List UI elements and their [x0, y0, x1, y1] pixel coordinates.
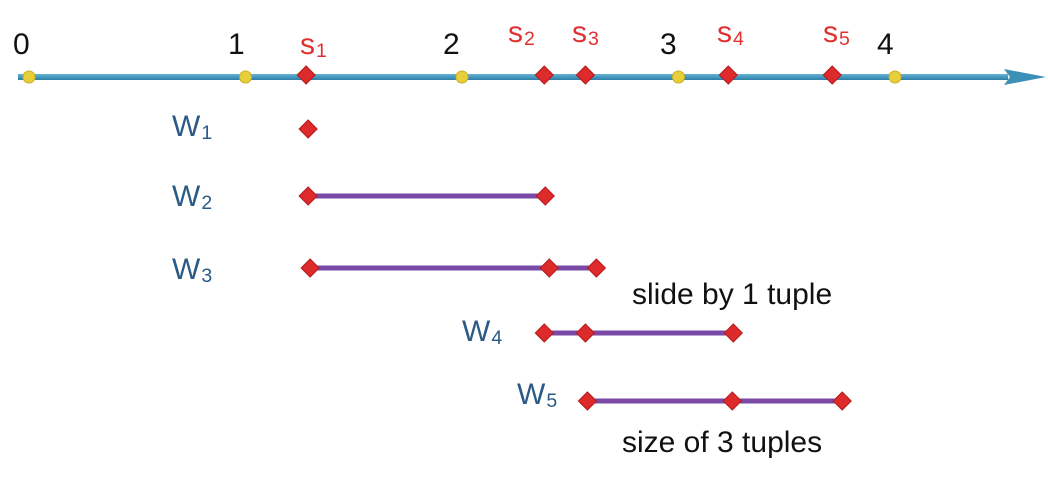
window-tuple-marker [535, 186, 555, 206]
time-axis [18, 65, 1046, 85]
tuple-label: s5 [823, 16, 850, 50]
window-tuple-marker [577, 391, 598, 411]
size-annotation: size of 3 tuples [622, 426, 823, 459]
axis-tuple-marker [296, 65, 316, 85]
window-tuple-marker [586, 258, 607, 278]
window-label: W3 [172, 253, 213, 287]
tuple-label: s4 [717, 16, 744, 50]
windows [298, 119, 852, 411]
window-tuple-marker [298, 186, 318, 206]
window-label: W4 [462, 315, 503, 349]
window-tuple-marker [539, 258, 559, 278]
axis-tick-label: 4 [877, 28, 894, 61]
window-label: W2 [172, 180, 213, 214]
axis-tick-dot [672, 70, 685, 84]
axis-tick-dot [455, 70, 469, 84]
axis-tick-label: 1 [228, 28, 245, 61]
axis-tick-label: 0 [13, 28, 30, 61]
axis-line [18, 74, 1008, 80]
window-label: W1 [172, 110, 213, 144]
axis-tick-dot [888, 70, 902, 84]
axis-tuple-marker [534, 65, 554, 85]
window-tuple-marker [832, 391, 852, 411]
axis-tick-dot [22, 70, 36, 84]
axis-tick-label: 3 [660, 28, 677, 61]
axis-tuple-marker [575, 65, 596, 85]
axis-tick-label: 2 [443, 28, 460, 61]
window-tuple-marker [723, 323, 744, 343]
tuple-label: s1 [300, 28, 327, 62]
window-tuple-marker [575, 323, 596, 343]
axis-tuple-marker [718, 65, 739, 85]
window-tuple-marker [300, 258, 320, 278]
window-label: W5 [517, 378, 558, 412]
axis-arrowhead [1004, 69, 1046, 85]
axis-tick-dot [239, 70, 252, 84]
window-tuple-marker [534, 323, 554, 343]
tuple-label: s3 [572, 16, 599, 50]
window-tuple-marker [722, 391, 743, 411]
axis-tuple-marker [822, 65, 842, 85]
window-tuple-marker [298, 119, 318, 139]
slide-annotation: slide by 1 tuple [632, 278, 833, 311]
tuple-label: s2 [508, 16, 535, 50]
